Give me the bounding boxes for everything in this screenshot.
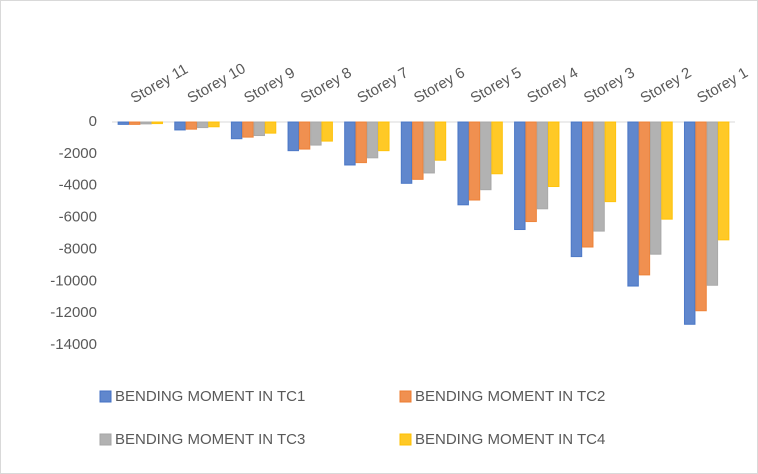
legend-label: BENDING MOMENT IN TC4 <box>415 431 605 448</box>
y-tick-label: -2000 <box>59 145 97 162</box>
y-tick-label: -8000 <box>59 240 97 257</box>
bar <box>480 121 492 191</box>
bar <box>683 121 696 325</box>
bar <box>423 121 435 174</box>
bar <box>525 121 537 223</box>
bar <box>355 121 367 164</box>
bar <box>140 121 152 125</box>
bar <box>321 121 333 142</box>
bar <box>287 121 300 152</box>
legend-swatch <box>99 433 112 446</box>
bar <box>695 121 707 312</box>
bar <box>468 121 481 201</box>
legend-swatch <box>399 390 412 403</box>
bar <box>661 121 673 220</box>
bar <box>264 121 277 134</box>
bar <box>604 121 617 203</box>
bar <box>344 121 356 166</box>
bar <box>253 121 265 137</box>
legend-swatch <box>399 433 412 446</box>
y-tick-label: -12000 <box>50 304 97 321</box>
bar <box>547 121 560 188</box>
bar <box>717 121 730 241</box>
bar <box>706 121 719 286</box>
bar <box>582 121 594 248</box>
bar <box>310 121 322 146</box>
bar <box>366 121 379 159</box>
legend-swatch <box>99 390 112 403</box>
bar <box>128 121 141 125</box>
bar <box>230 121 243 140</box>
bar <box>378 121 390 152</box>
legend-label: BENDING MOMENT IN TC2 <box>415 388 605 405</box>
bar <box>491 121 503 175</box>
bar <box>536 121 549 210</box>
bar <box>434 121 447 161</box>
bar <box>185 121 198 130</box>
bar <box>457 121 469 206</box>
bar <box>298 121 311 150</box>
bar <box>570 121 583 258</box>
y-tick-label: -10000 <box>50 272 97 289</box>
bar <box>412 121 424 180</box>
legend-label: BENDING MOMENT IN TC1 <box>115 388 305 405</box>
bar <box>151 121 164 125</box>
bar <box>242 121 254 138</box>
bar <box>593 121 605 232</box>
bar <box>514 121 526 231</box>
bar <box>638 121 651 276</box>
y-tick-label: -14000 <box>50 336 97 353</box>
bar <box>208 121 220 128</box>
bar <box>649 121 662 255</box>
y-tick-label: -6000 <box>59 209 97 226</box>
bar <box>400 121 413 184</box>
bar <box>174 121 186 131</box>
y-tick-label: -4000 <box>59 177 97 194</box>
legend-label: BENDING MOMENT IN TC3 <box>115 431 305 448</box>
bar <box>627 121 639 287</box>
bar <box>196 121 209 129</box>
y-tick-label: 0 <box>89 113 97 130</box>
bar <box>117 121 130 125</box>
